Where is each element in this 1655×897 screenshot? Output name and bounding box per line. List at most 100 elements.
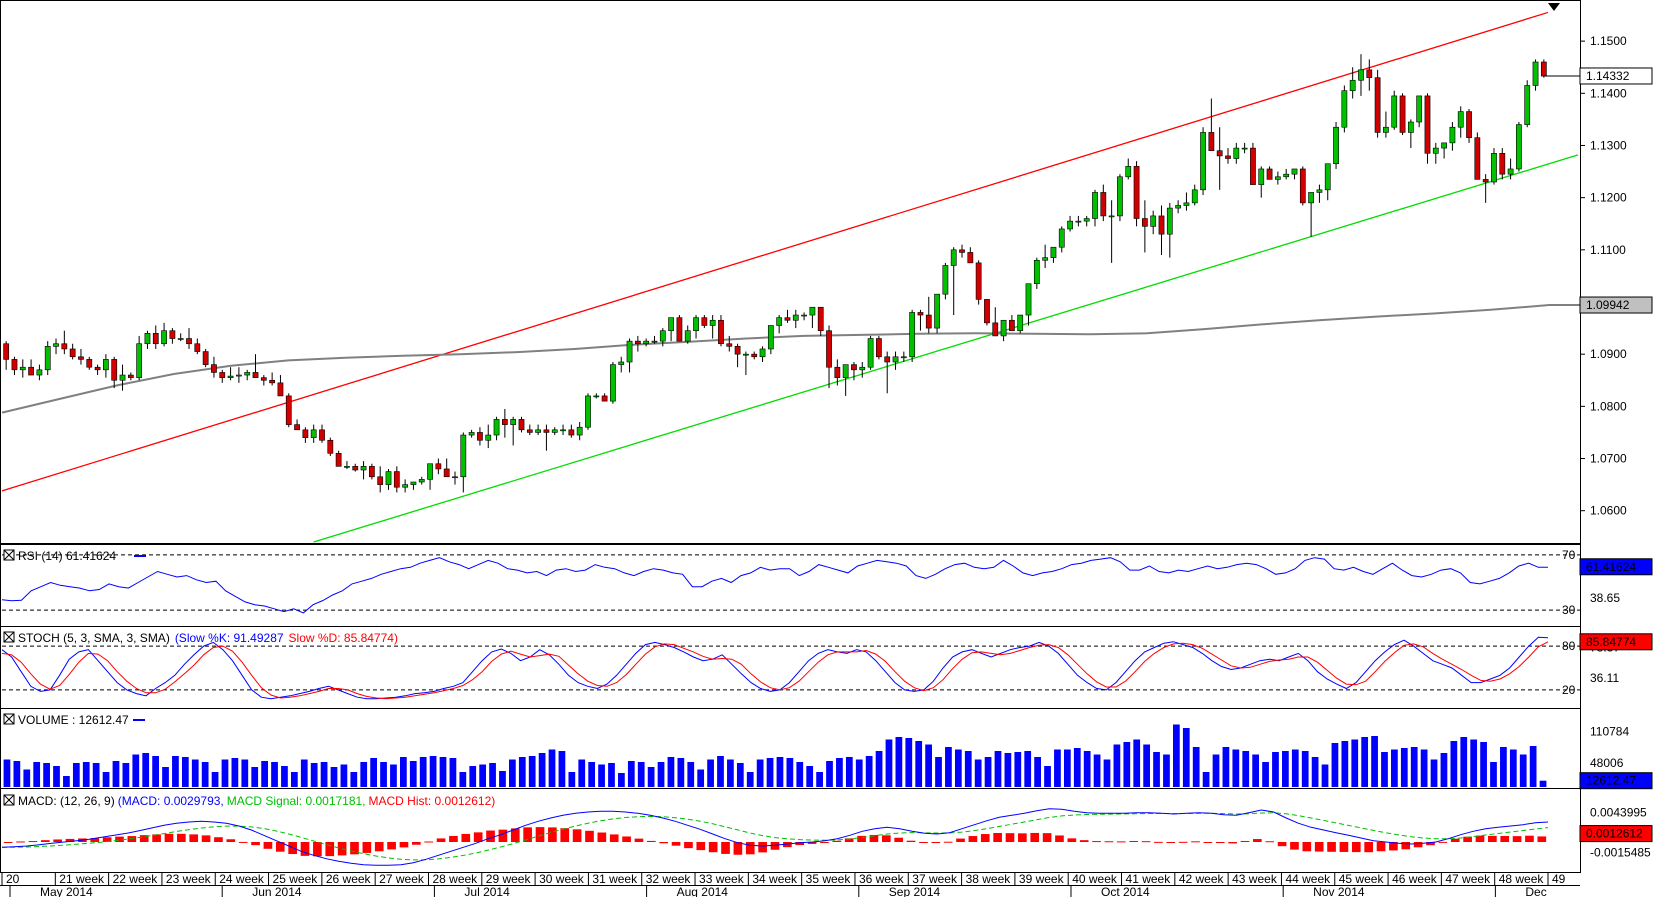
support-trend-line: [313, 154, 1579, 543]
volume-bar: [499, 771, 506, 787]
macd-value-tag-box: [1579, 825, 1653, 843]
volume-bar: [360, 762, 368, 787]
volume-bar: [1341, 741, 1349, 787]
volume-bar: [1212, 754, 1220, 787]
candle-body: [1058, 228, 1065, 248]
volume-bar: [885, 739, 893, 787]
candle-body: [1407, 121, 1414, 133]
volume-bar: [1172, 724, 1180, 787]
price-panel[interactable]: 1.06001.07001.08001.09001.10001.11001.12…: [0, 0, 1653, 544]
volume-bar: [479, 764, 487, 787]
macd-hist-bar: [473, 832, 483, 842]
volume-bar: [865, 756, 873, 787]
candle-body: [1449, 126, 1456, 144]
month-label: Jun 2014: [252, 885, 302, 897]
macd-hist-bar: [1067, 838, 1077, 842]
candle-body: [1216, 150, 1223, 157]
candle-body: [1516, 124, 1522, 170]
volume-bar: [300, 759, 308, 787]
candle-body: [69, 348, 76, 358]
macd-hist-bar: [411, 842, 421, 845]
candle-body: [335, 453, 342, 467]
candle-body: [1457, 111, 1464, 128]
volume-bar: [1381, 752, 1388, 787]
volume-bar: [836, 758, 843, 787]
macd-plot: 0.0043995 -0.0015485 0.0012612: [1, 806, 1653, 866]
candle-body: [260, 377, 267, 381]
candle-body: [934, 293, 940, 329]
macd-hist-label: MACD Hist: 0.0012612): [369, 794, 496, 808]
candle-body: [1291, 168, 1298, 175]
candle-body: [909, 312, 916, 358]
macd-hist-bar: [238, 841, 248, 843]
candle-body: [1125, 166, 1132, 178]
macd-hist-bar: [275, 842, 285, 852]
candle-body: [518, 419, 525, 431]
volume-bar: [687, 762, 695, 787]
volume-bar: [380, 762, 387, 787]
candle-body: [1117, 176, 1123, 217]
volume-bar: [449, 758, 457, 787]
volume-bar: [518, 757, 526, 787]
week-label: 46 week: [1392, 872, 1438, 886]
volume-bar: [1232, 749, 1240, 787]
candle-body: [344, 466, 350, 468]
scroll-arrow-icon[interactable]: [1548, 3, 1560, 11]
volume-bar: [429, 756, 437, 787]
macd-hist-bar: [783, 842, 792, 848]
volume-bar: [697, 769, 705, 787]
macd-hist-bar: [3, 842, 13, 843]
candle-body: [285, 395, 292, 425]
week-label: 44 week: [1285, 872, 1331, 886]
volume-bar: [1093, 754, 1101, 787]
rsi-panel[interactable]: 70 30 38.65 61.41624 RSI (14) 61.41624: [0, 544, 1653, 627]
candle-body: [776, 317, 783, 326]
volume-bar: [875, 751, 883, 787]
candle-body: [1158, 215, 1165, 235]
volume-bar: [1034, 757, 1041, 787]
candle-body: [792, 314, 799, 321]
volume-bar: [211, 772, 219, 787]
macd-hist-bar: [1005, 833, 1015, 842]
candle-body: [942, 265, 949, 295]
candle-body: [576, 426, 583, 436]
rsi-axis-label: 38.65: [1590, 591, 1620, 605]
macd-hist-bar: [374, 842, 384, 852]
macd-hist-bar: [894, 837, 904, 842]
candle-body: [726, 343, 733, 347]
candle-body: [1507, 168, 1514, 175]
volume-bar: [1103, 759, 1111, 787]
macd-hist-bar: [201, 835, 211, 842]
volume-bar: [796, 762, 804, 787]
candle-body: [1540, 61, 1547, 77]
candle-body: [493, 419, 500, 436]
volume-bar: [1391, 749, 1398, 787]
macd-hist-bar: [1277, 842, 1287, 847]
macd-hist-bar: [1327, 842, 1336, 852]
volume-bar: [657, 762, 665, 787]
volume-bar: [1500, 747, 1507, 787]
week-label: 45 week: [1339, 872, 1385, 886]
volume-bar: [1272, 752, 1279, 787]
volume-bar: [1490, 762, 1497, 787]
candle-body: [244, 372, 251, 376]
candle-body: [1274, 176, 1281, 180]
macd-hist-bar: [1500, 835, 1510, 842]
volume-bar: [1024, 751, 1032, 787]
candle-body: [227, 375, 234, 378]
macd-hist-bar: [1116, 841, 1126, 843]
volume-bar: [241, 759, 249, 787]
candle-body: [28, 366, 34, 376]
macd-signal-line: [1, 812, 1549, 861]
candle-body: [892, 356, 899, 363]
candle-body: [1266, 168, 1273, 180]
week-label: 49: [1552, 872, 1566, 886]
macd-hist-bar: [745, 842, 755, 855]
volume-bar: [915, 741, 923, 787]
macd-panel[interactable]: 0.0043995 -0.0015485 0.0012612 MACD: (12, …: [0, 788, 1653, 873]
candle-body: [834, 366, 841, 378]
macd-hist-bar: [189, 834, 199, 842]
volume-bar: [181, 757, 189, 787]
month-label: Dec: [1525, 885, 1546, 897]
